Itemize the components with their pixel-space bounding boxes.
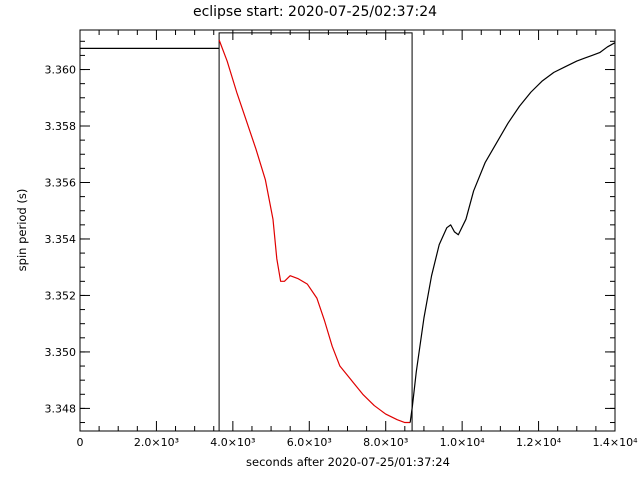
x-tick-label: 0 — [77, 436, 84, 449]
axis-ticks — [79, 30, 616, 431]
eclipse-interval-box — [218, 32, 413, 431]
x-tick-label: 2.0×10³ — [134, 436, 179, 449]
x-axis-label: seconds after 2020-07-25/01:37:24 — [246, 455, 450, 469]
series-line-2 — [409, 42, 616, 423]
x-tick-label: 8.0×10³ — [363, 436, 408, 449]
y-tick-label: 3.348 — [45, 402, 77, 415]
series-layer — [80, 32, 616, 431]
plot-frame — [79, 29, 616, 432]
x-tick-label: 1.0×10⁴ — [440, 436, 486, 449]
y-tick-label: 3.358 — [45, 120, 77, 133]
y-tick-label: 3.352 — [45, 289, 77, 302]
x-tick-label: 1.4×10⁴ — [592, 436, 638, 449]
x-tick-label: 6.0×10³ — [287, 436, 332, 449]
series-line-1 — [218, 39, 411, 424]
y-tick-label: 3.360 — [45, 64, 77, 77]
y-tick-label: 3.356 — [45, 176, 77, 189]
tick-labels: 0 2.0×10³ 4.0×10³ 6.0×10³ 8.0×10³ 1.0×10⁴ 1.2×… — [45, 64, 639, 449]
x-tick-label: 1.2×10⁴ — [516, 436, 562, 449]
x-tick-label: 4.0×10³ — [210, 436, 255, 449]
y-tick-label: 3.350 — [45, 346, 77, 359]
y-axis-label: spin period (s) — [15, 189, 29, 272]
y-tick-label: 3.354 — [45, 233, 77, 246]
chart-title: eclipse start: 2020-07-25/02:37:24 — [193, 4, 437, 20]
